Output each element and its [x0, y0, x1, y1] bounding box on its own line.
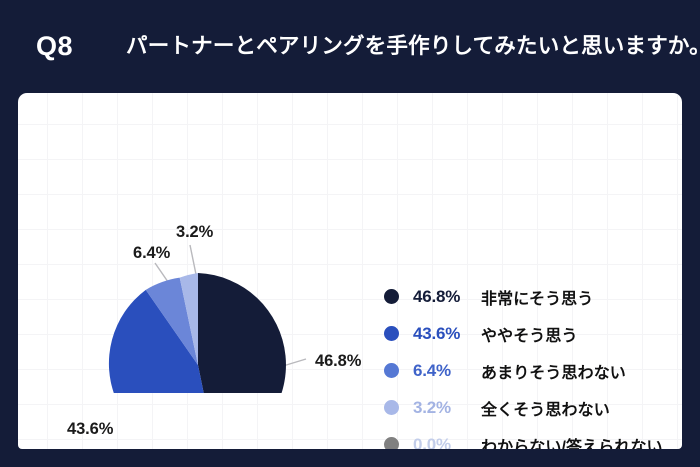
- chart-legend: 46.8% 非常にそう思う 43.6% ややそう思う 6.4% あまりそう思わな…: [384, 278, 663, 449]
- legend-label: ややそう思う: [481, 327, 578, 345]
- pie-label-not-much: 6.4%: [133, 244, 171, 262]
- legend-dot-icon: [384, 289, 399, 304]
- question-number: Q8: [36, 31, 74, 61]
- legend-label: あまりそう思わない: [481, 364, 626, 382]
- question-text: パートナーとペアリングを手作りしてみたいと思いますか。: [126, 33, 700, 58]
- pie-slice-not-much: [145, 277, 198, 365]
- legend-item-very-much: 46.8% 非常にそう思う: [384, 278, 663, 315]
- legend-dot-icon: [384, 437, 399, 449]
- legend-dot-icon: [384, 326, 399, 341]
- legend-dot-icon: [384, 400, 399, 415]
- leader-line-468: [282, 358, 307, 367]
- legend-item-dont-know: 0.0% わからない/答えられない: [384, 426, 663, 449]
- chart-card: 46.8% 43.6% 6.4% 3.2% 46.8% 非常にそう思う 43.6…: [18, 93, 682, 449]
- pie-slice-very-much: [198, 273, 286, 393]
- legend-item-somewhat: 43.6% ややそう思う: [384, 315, 663, 352]
- pie-slice-somewhat: [108, 289, 204, 393]
- slide-header: Q8 パートナーとペアリングを手作りしてみたいと思いますか。: [0, 0, 700, 93]
- legend-percent: 6.4%: [413, 360, 451, 380]
- legend-label: 非常にそう思う: [481, 290, 594, 308]
- legend-dot-icon: [384, 363, 399, 378]
- legend-percent: 46.8%: [413, 286, 461, 306]
- legend-item-not-much: 6.4% あまりそう思わない: [384, 352, 663, 389]
- pie-label-not-at-all: 3.2%: [176, 223, 214, 241]
- legend-label: 全くそう思わない: [481, 401, 610, 419]
- legend-percent: 3.2%: [413, 397, 451, 417]
- pie-chart: 46.8% 43.6% 6.4% 3.2%: [18, 93, 378, 438]
- pie-label-somewhat: 43.6%: [67, 420, 114, 438]
- legend-item-not-at-all: 3.2% 全くそう思わない: [384, 389, 663, 426]
- pie-slice-not-at-all: [179, 273, 198, 365]
- legend-label: わからない/答えられない: [481, 438, 663, 450]
- legend-percent: 43.6%: [413, 323, 461, 343]
- pie-chart-svg: [108, 244, 307, 393]
- pie-label-very-much: 46.8%: [315, 352, 362, 370]
- legend-percent: 0.0%: [413, 434, 451, 450]
